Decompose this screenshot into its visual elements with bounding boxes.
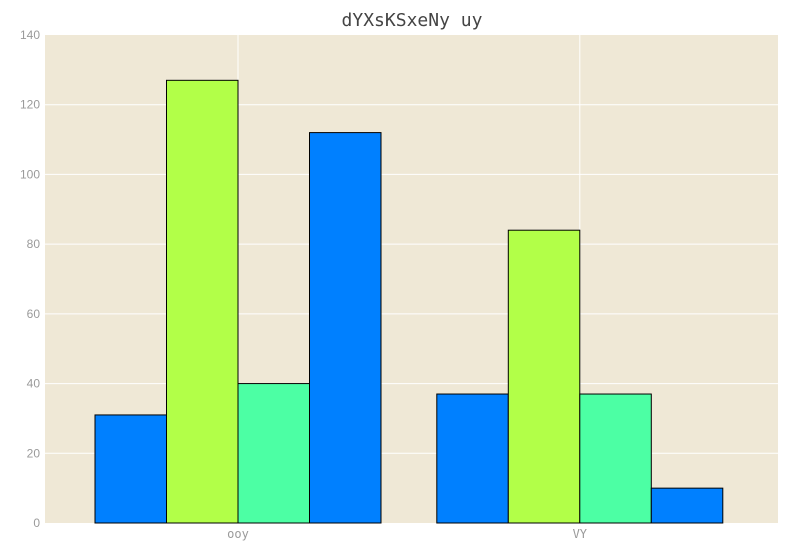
y-tick-label: 100 — [20, 167, 40, 181]
y-tick-label: 0 — [33, 516, 40, 530]
chart-title: dYXsKSxeNy uy — [342, 10, 483, 31]
y-tick-label: 20 — [27, 446, 41, 460]
bar — [166, 79, 239, 524]
bar — [309, 132, 382, 524]
bar — [436, 393, 509, 524]
y-tick-label: 60 — [27, 307, 41, 321]
y-tick-label: 120 — [20, 98, 40, 112]
y-axis: 0 20 40 60 80 100 120 140 — [20, 28, 40, 530]
bar — [579, 393, 652, 524]
y-tick-label: 40 — [27, 377, 41, 391]
y-tick-label: 140 — [20, 28, 40, 42]
x-axis: ooy VY — [227, 527, 588, 541]
bar — [650, 487, 724, 524]
bar — [237, 383, 310, 524]
bars — [94, 79, 724, 524]
bar — [94, 414, 167, 524]
x-tick-label: VY — [573, 527, 588, 541]
bar — [507, 229, 581, 524]
x-tick-label: ooy — [227, 527, 249, 541]
y-tick-label: 80 — [27, 237, 41, 251]
